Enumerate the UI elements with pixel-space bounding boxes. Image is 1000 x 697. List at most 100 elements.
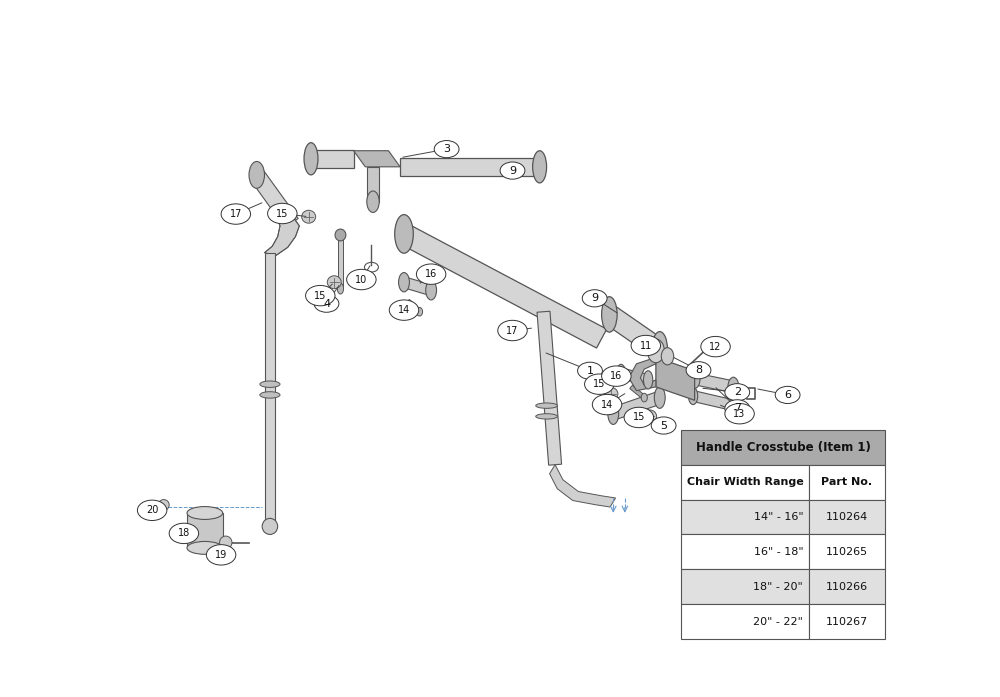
Text: 13: 13 bbox=[733, 408, 746, 419]
Circle shape bbox=[585, 374, 614, 395]
Circle shape bbox=[500, 162, 525, 179]
Ellipse shape bbox=[220, 536, 232, 549]
Circle shape bbox=[434, 141, 459, 158]
Bar bbox=[681, 604, 809, 639]
Bar bbox=[809, 535, 885, 569]
Ellipse shape bbox=[728, 377, 739, 397]
Circle shape bbox=[701, 337, 730, 357]
Text: 110266: 110266 bbox=[826, 582, 868, 592]
Ellipse shape bbox=[647, 339, 664, 362]
Ellipse shape bbox=[395, 215, 413, 253]
Ellipse shape bbox=[536, 403, 557, 408]
Polygon shape bbox=[611, 392, 662, 420]
Ellipse shape bbox=[652, 332, 668, 367]
Polygon shape bbox=[354, 151, 400, 167]
Circle shape bbox=[582, 290, 607, 307]
Text: 20" - 22": 20" - 22" bbox=[753, 617, 803, 627]
Text: 3: 3 bbox=[443, 144, 450, 154]
Circle shape bbox=[416, 264, 446, 284]
Bar bbox=[681, 465, 809, 500]
Ellipse shape bbox=[533, 151, 547, 183]
Text: 15: 15 bbox=[593, 379, 605, 389]
Ellipse shape bbox=[608, 403, 619, 424]
Polygon shape bbox=[367, 167, 379, 201]
Ellipse shape bbox=[616, 365, 626, 383]
Ellipse shape bbox=[602, 297, 617, 332]
Polygon shape bbox=[400, 158, 540, 176]
Text: 16: 16 bbox=[425, 269, 437, 279]
Circle shape bbox=[498, 321, 527, 341]
Ellipse shape bbox=[604, 388, 618, 400]
Ellipse shape bbox=[327, 276, 341, 289]
Ellipse shape bbox=[249, 162, 264, 188]
Ellipse shape bbox=[260, 381, 280, 388]
Ellipse shape bbox=[702, 342, 715, 352]
Circle shape bbox=[592, 395, 622, 415]
Text: 110264: 110264 bbox=[826, 512, 868, 522]
Polygon shape bbox=[630, 385, 646, 399]
Polygon shape bbox=[656, 358, 695, 400]
Text: 16: 16 bbox=[610, 371, 622, 381]
Text: 17: 17 bbox=[230, 209, 242, 219]
Bar bbox=[809, 604, 885, 639]
Ellipse shape bbox=[689, 369, 700, 388]
Polygon shape bbox=[406, 300, 421, 314]
Bar bbox=[187, 513, 223, 548]
Ellipse shape bbox=[688, 388, 698, 404]
Polygon shape bbox=[550, 465, 616, 507]
Circle shape bbox=[725, 383, 750, 401]
Text: 18" - 20": 18" - 20" bbox=[753, 582, 803, 592]
Ellipse shape bbox=[367, 191, 379, 213]
Polygon shape bbox=[338, 239, 343, 289]
Text: 4: 4 bbox=[323, 299, 330, 309]
Ellipse shape bbox=[187, 507, 223, 519]
Ellipse shape bbox=[187, 542, 223, 554]
Text: Part No.: Part No. bbox=[821, 477, 872, 487]
Text: 6: 6 bbox=[784, 390, 791, 400]
Text: Handle Crosstube (Item 1): Handle Crosstube (Item 1) bbox=[696, 441, 870, 454]
Ellipse shape bbox=[262, 519, 278, 535]
Polygon shape bbox=[693, 373, 735, 392]
Circle shape bbox=[389, 300, 419, 321]
Circle shape bbox=[651, 417, 676, 434]
Ellipse shape bbox=[337, 283, 344, 294]
Circle shape bbox=[578, 362, 602, 379]
Ellipse shape bbox=[730, 397, 740, 414]
Ellipse shape bbox=[399, 273, 409, 292]
Bar bbox=[809, 500, 885, 535]
Circle shape bbox=[169, 523, 199, 544]
Text: 15: 15 bbox=[276, 208, 289, 219]
Bar bbox=[681, 500, 809, 535]
Ellipse shape bbox=[335, 229, 346, 241]
Text: 9: 9 bbox=[509, 166, 516, 176]
Text: 110267: 110267 bbox=[826, 617, 868, 627]
Ellipse shape bbox=[158, 500, 169, 510]
Polygon shape bbox=[265, 253, 275, 529]
Circle shape bbox=[347, 269, 376, 290]
Polygon shape bbox=[620, 368, 649, 385]
Text: Chair Width Range: Chair Width Range bbox=[687, 477, 804, 487]
Circle shape bbox=[725, 400, 750, 417]
Text: 9: 9 bbox=[591, 293, 598, 303]
Text: 18: 18 bbox=[178, 528, 190, 538]
Circle shape bbox=[314, 295, 339, 312]
Circle shape bbox=[602, 366, 631, 386]
Ellipse shape bbox=[416, 307, 423, 316]
Text: 14" - 16": 14" - 16" bbox=[754, 512, 803, 522]
Bar bbox=[809, 569, 885, 604]
Text: 10: 10 bbox=[355, 275, 368, 284]
Polygon shape bbox=[311, 150, 354, 168]
Text: 8: 8 bbox=[695, 365, 702, 375]
Circle shape bbox=[221, 204, 251, 224]
Polygon shape bbox=[402, 277, 433, 296]
Bar bbox=[681, 535, 809, 569]
Text: 15: 15 bbox=[314, 291, 326, 300]
Ellipse shape bbox=[426, 281, 437, 300]
Polygon shape bbox=[264, 215, 299, 255]
Text: 11: 11 bbox=[640, 341, 652, 351]
Polygon shape bbox=[537, 312, 562, 465]
Circle shape bbox=[137, 500, 167, 521]
Ellipse shape bbox=[641, 393, 647, 402]
Text: 12: 12 bbox=[709, 342, 722, 351]
Ellipse shape bbox=[661, 348, 674, 365]
